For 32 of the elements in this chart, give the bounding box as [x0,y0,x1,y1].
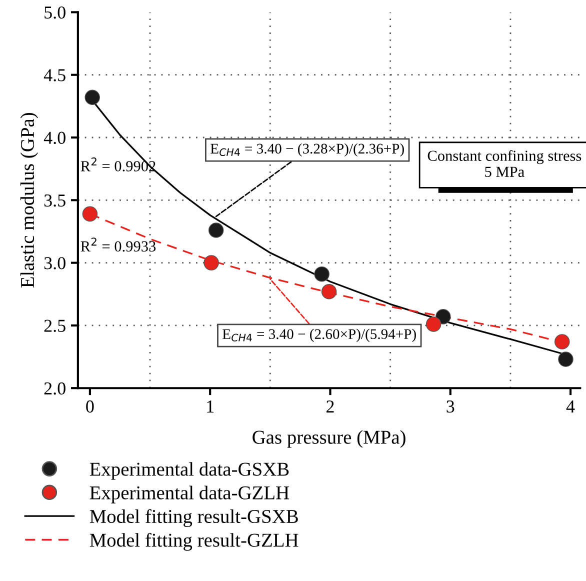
x-tick-label: 0 [86,400,94,413]
x-tick-label: 2 [326,400,334,412]
y-tick-label: 4.5 [44,69,66,82]
y-tick-label: 2.5 [44,320,66,332]
y-tick-label: 2.0 [44,382,66,395]
y-axis-title: Elastic modulus (GPa) [20,112,38,288]
x-tick-label: 4 [566,400,575,412]
point [426,316,442,332]
point [204,255,219,270]
annotation: R$^{2}$ = 0.9933 [80,238,156,252]
y-tick-label: 5.0 [44,6,66,19]
y-tick-label: 3.5 [44,194,66,207]
annotation: Constant confining stress 5 MPa [428,150,582,177]
x-axis-title: Gas pressure (MPa) [252,430,406,448]
legend-label: Model fitting result-GZLH [90,532,298,551]
y-tick-label: 3.0 [44,257,66,270]
point [208,222,224,238]
annotation: E$_{CH4}$ = 3.40 − (3.28×P)/(2.36+P) [210,143,404,157]
legend-label: Experimental data-GSXB [90,462,289,480]
legend-label: Experimental data-GZLH [90,486,290,504]
point [84,90,100,106]
point [558,352,574,367]
point [321,284,337,300]
x-tick-label: 1 [207,400,214,412]
annotation: E$_{CH4}$ = 3.40 − (2.60×P)/(5.94+P) [222,328,416,342]
y-tick-label: 4.0 [44,132,66,144]
point [82,206,98,222]
point [436,309,451,324]
x-tick-label: 3 [446,400,454,413]
point [314,266,330,282]
point [554,334,570,350]
legend-label: Model fitting result-GSXB [90,509,298,528]
